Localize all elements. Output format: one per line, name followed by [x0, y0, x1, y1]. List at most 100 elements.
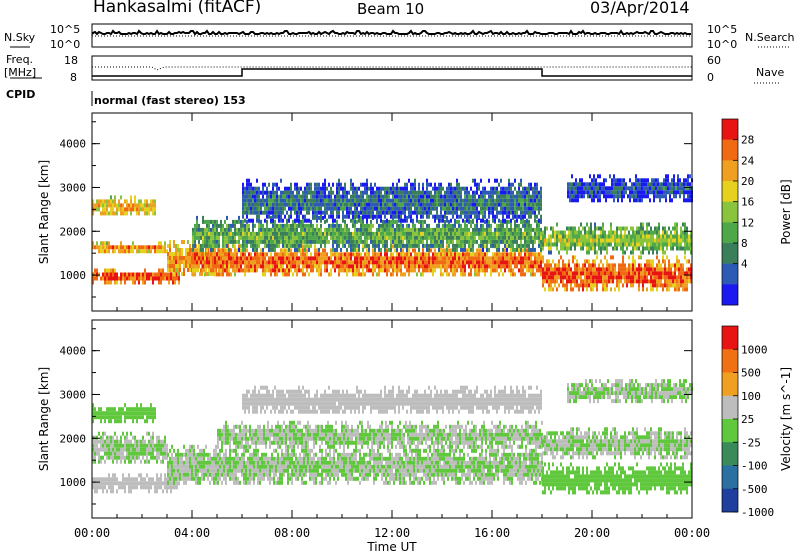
echo-cell: [446, 186, 448, 191]
echo-cell: [516, 231, 518, 236]
echo-cell: [581, 186, 583, 191]
echo-cell: [332, 190, 334, 195]
echo-cell: [540, 231, 542, 236]
echo-cell: [368, 264, 370, 269]
echo-cell: [400, 264, 402, 269]
echo-cell: [336, 219, 338, 224]
echo-cell: [226, 243, 228, 248]
echo-cell: [594, 279, 596, 284]
echo-cell: [436, 223, 438, 228]
echo-cell: [626, 242, 628, 247]
echo-cell: [578, 271, 580, 276]
echo-cell: [422, 235, 424, 240]
echo-cell: [680, 275, 682, 280]
echo-cell: [378, 256, 380, 261]
echo-cell: [612, 246, 614, 251]
echo-cell: [452, 239, 454, 244]
echo-cell: [132, 249, 134, 254]
echo-cell: [332, 214, 334, 219]
echo-cell: [167, 256, 169, 260]
echo-cell: [579, 194, 581, 199]
echo-cell: [234, 252, 236, 257]
echo-cell: [400, 198, 402, 203]
echo-cell: [597, 174, 599, 179]
echo-cell: [175, 248, 177, 252]
echo-cell: [322, 182, 324, 187]
echo-cell: [575, 190, 577, 195]
echo-cell: [302, 190, 304, 195]
echo-cell: [294, 227, 296, 232]
echo-cell: [202, 247, 204, 252]
echo-cell: [175, 252, 177, 256]
echo-cell: [400, 235, 402, 240]
echo-cell: [146, 272, 148, 277]
echo-cell: [590, 238, 592, 243]
echo-cell: [512, 252, 514, 257]
echo-cell: [378, 202, 380, 207]
echo-cell: [222, 243, 224, 248]
echo-cell: [422, 260, 424, 265]
echo-cell: [154, 207, 156, 212]
echo-cell: [204, 231, 206, 236]
echo-cell: [366, 268, 368, 273]
echo-cell: [454, 260, 456, 265]
echo-cell: [426, 231, 428, 236]
echo-cell: [318, 239, 320, 244]
echo-cell: [592, 242, 594, 247]
echo-cell: [310, 260, 312, 265]
echo-cell: [422, 182, 424, 187]
echo-cell: [396, 219, 398, 224]
echo-cell: [666, 230, 668, 235]
echo-cell: [496, 231, 498, 236]
echo-cell: [294, 268, 296, 273]
echo-cell: [530, 223, 532, 228]
echo-cell: [340, 198, 342, 203]
echo-cell: [516, 210, 518, 215]
echo-cell: [280, 239, 282, 244]
echo-cell: [684, 250, 686, 255]
echo-cell: [466, 252, 468, 257]
echo-cell: [668, 271, 670, 276]
echo-cell: [600, 271, 602, 276]
echo-cell: [600, 250, 602, 255]
echo-cell: [124, 211, 126, 216]
echo-cell: [583, 190, 585, 195]
echo-cell: [520, 256, 522, 261]
echo-cell: [624, 275, 626, 280]
echo-cell: [348, 239, 350, 244]
echo-cell: [438, 252, 440, 257]
echo-cell: [580, 230, 582, 235]
echo-cell: [520, 214, 522, 219]
echo-cell: [104, 249, 106, 254]
echo-cell: [532, 260, 534, 265]
echo-cell: [478, 260, 480, 265]
echo-cell: [374, 247, 376, 252]
echo-cell: [232, 260, 234, 265]
echo-cell: [296, 272, 298, 277]
echo-cell: [444, 231, 446, 236]
echo-cell: [300, 248, 302, 253]
echo-cell: [324, 194, 326, 199]
echo-cell: [332, 239, 334, 244]
echo-cell: [550, 271, 552, 276]
echo-cell: [506, 194, 508, 199]
echo-cell: [402, 243, 404, 248]
echo-cell: [572, 259, 574, 264]
echo-cell: [266, 252, 268, 257]
echo-cell: [458, 260, 460, 265]
echo-cell: [638, 263, 640, 268]
echo-cell: [450, 248, 452, 253]
echo-cell: [346, 247, 348, 252]
echo-cell: [378, 272, 380, 277]
echo-cell: [554, 271, 556, 276]
echo-cell: [480, 218, 482, 223]
echo-cell: [602, 226, 604, 231]
echo-cell: [613, 178, 615, 183]
echo-cell: [216, 227, 218, 232]
echo-cell: [522, 248, 524, 253]
echo-cell: [376, 186, 378, 191]
echo-cell: [504, 260, 506, 265]
echo-cell: [478, 256, 480, 261]
echo-cell: [430, 190, 432, 195]
nsearch-label: N.Search: [745, 31, 795, 44]
